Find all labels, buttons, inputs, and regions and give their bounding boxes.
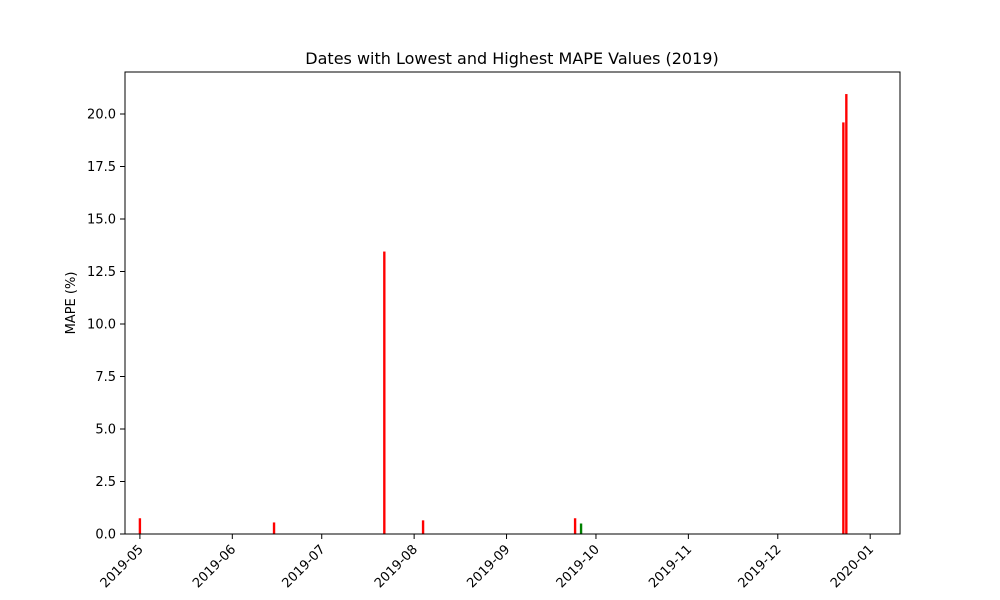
- bar-2019-08-04: [421, 520, 425, 534]
- y-tick-label: 15.0: [87, 213, 116, 228]
- y-tick-label: 5.0: [95, 423, 116, 438]
- plot-frame: [124, 71, 901, 535]
- x-tick-label: 2019-12: [736, 542, 785, 591]
- x-tick-label: 2019-11: [646, 542, 695, 591]
- y-tick-label: 0.0: [95, 528, 116, 543]
- y-tick-label: 12.5: [87, 265, 116, 280]
- x-tick-label: 2019-07: [280, 542, 329, 591]
- x-tick-label: 2019-08: [372, 542, 421, 591]
- x-tick-label: 2019-10: [554, 542, 603, 591]
- y-ticks: 0.0 2.5 5.0 7.5 10.0 12.5 15.0 17.5 20.0: [87, 108, 125, 543]
- bar-2019-12-23: [842, 122, 845, 535]
- x-tick-label: 2019-05: [98, 542, 147, 591]
- y-tick-label: 17.5: [87, 160, 116, 175]
- bar-2019-06-15: [272, 522, 276, 534]
- y-axis-label: MAPE (%): [64, 272, 79, 335]
- bar-2019-05-01: [138, 518, 142, 534]
- chart-title: Dates with Lowest and Highest MAPE Value…: [305, 49, 718, 68]
- bar-2019-09-26: [579, 523, 583, 534]
- x-ticks: 2019-05 2019-06 2019-07 2019-08 2019-09 2019-…: [98, 534, 877, 591]
- bar-2019-12-24: [845, 94, 848, 535]
- bars-layer: [138, 94, 848, 535]
- y-tick-label: 7.5: [95, 370, 116, 385]
- x-tick-label: 2019-06: [190, 542, 239, 591]
- x-tick-label: 2019-09: [464, 542, 513, 591]
- bar-2019-07-22: [383, 251, 386, 535]
- x-tick-label: 2020-01: [828, 542, 877, 591]
- y-tick-label: 20.0: [87, 108, 116, 123]
- y-tick-label: 10.0: [87, 318, 116, 333]
- y-tick-label: 2.5: [95, 475, 116, 490]
- bar-2019-09-24: [573, 518, 577, 534]
